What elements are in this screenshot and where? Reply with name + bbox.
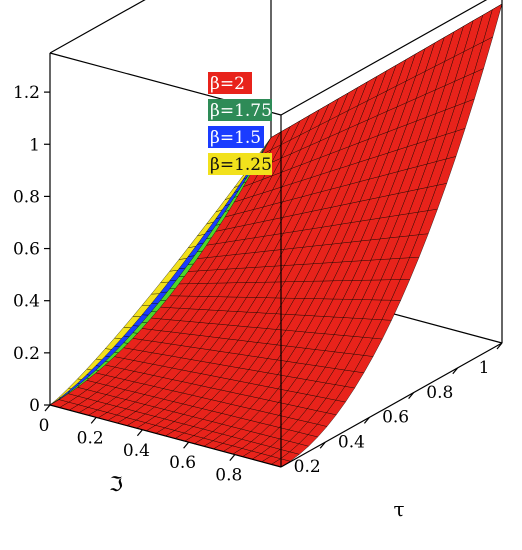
y-tick-mark (319, 441, 326, 449)
x-tick-mark (90, 417, 97, 424)
y-tick-mark (452, 367, 459, 375)
x-tick-mark (44, 404, 51, 412)
x-tick-label: 0.4 (123, 441, 150, 461)
box-edge (280, 342, 503, 468)
x-tick-label: 0 (39, 416, 50, 436)
legend: β=2 β=1.75 β=1.5 β=1.25 (208, 72, 272, 175)
x-tick-label: 0.6 (169, 453, 196, 473)
y-tick-label: 1 (479, 358, 490, 378)
z-tick-label: 0 (29, 396, 40, 416)
x-tick-mark (183, 441, 190, 449)
x-tick-label: 0.8 (215, 466, 242, 486)
surfaces (49, 3, 503, 468)
x-tick-mark (136, 429, 143, 437)
x-tick-mark (229, 454, 236, 461)
box-edge (280, 0, 488, 116)
legend-swatch (208, 126, 264, 148)
legend-swatch (208, 153, 272, 175)
y-tick-mark (363, 417, 370, 424)
z-tick-label: 1 (29, 135, 40, 155)
x-axis-label: ℑ (109, 472, 123, 496)
x-tick-label: 0.2 (77, 428, 104, 448)
y-axis-label: τ (393, 497, 404, 521)
z-tick-label: 0.8 (13, 187, 40, 207)
legend-swatch (208, 99, 272, 121)
y-tick-mark (496, 342, 503, 350)
legend-label: β=1.25 (210, 155, 272, 175)
z-tick-label: 1.2 (13, 83, 40, 103)
y-tick-label: 0.2 (294, 457, 321, 477)
z-tick-label: 0.6 (13, 240, 40, 260)
y-tick-label: 0.4 (338, 432, 365, 452)
surface-β=2 (49, 3, 503, 468)
y-tick-mark (408, 392, 415, 399)
y-tick-label: 0.6 (382, 408, 409, 428)
legend-swatch (208, 72, 252, 94)
axis-ticks: 0 0.2 0.4 0.6 0.8 1 1.2 0 0.2 0.4 0.6 0.8 0.2 0.4 0.6 0… (13, 83, 503, 486)
box-edge (49, 404, 282, 468)
z-tick-label: 0.2 (13, 344, 40, 364)
legend-label: β=1.75 (210, 101, 272, 121)
legend-label: β=2 (210, 74, 245, 94)
z-tick-label: 0.4 (13, 292, 40, 312)
legend-label: β=1.5 (210, 128, 261, 148)
box-edge (49, 0, 146, 54)
y-tick-label: 0.8 (426, 383, 453, 403)
